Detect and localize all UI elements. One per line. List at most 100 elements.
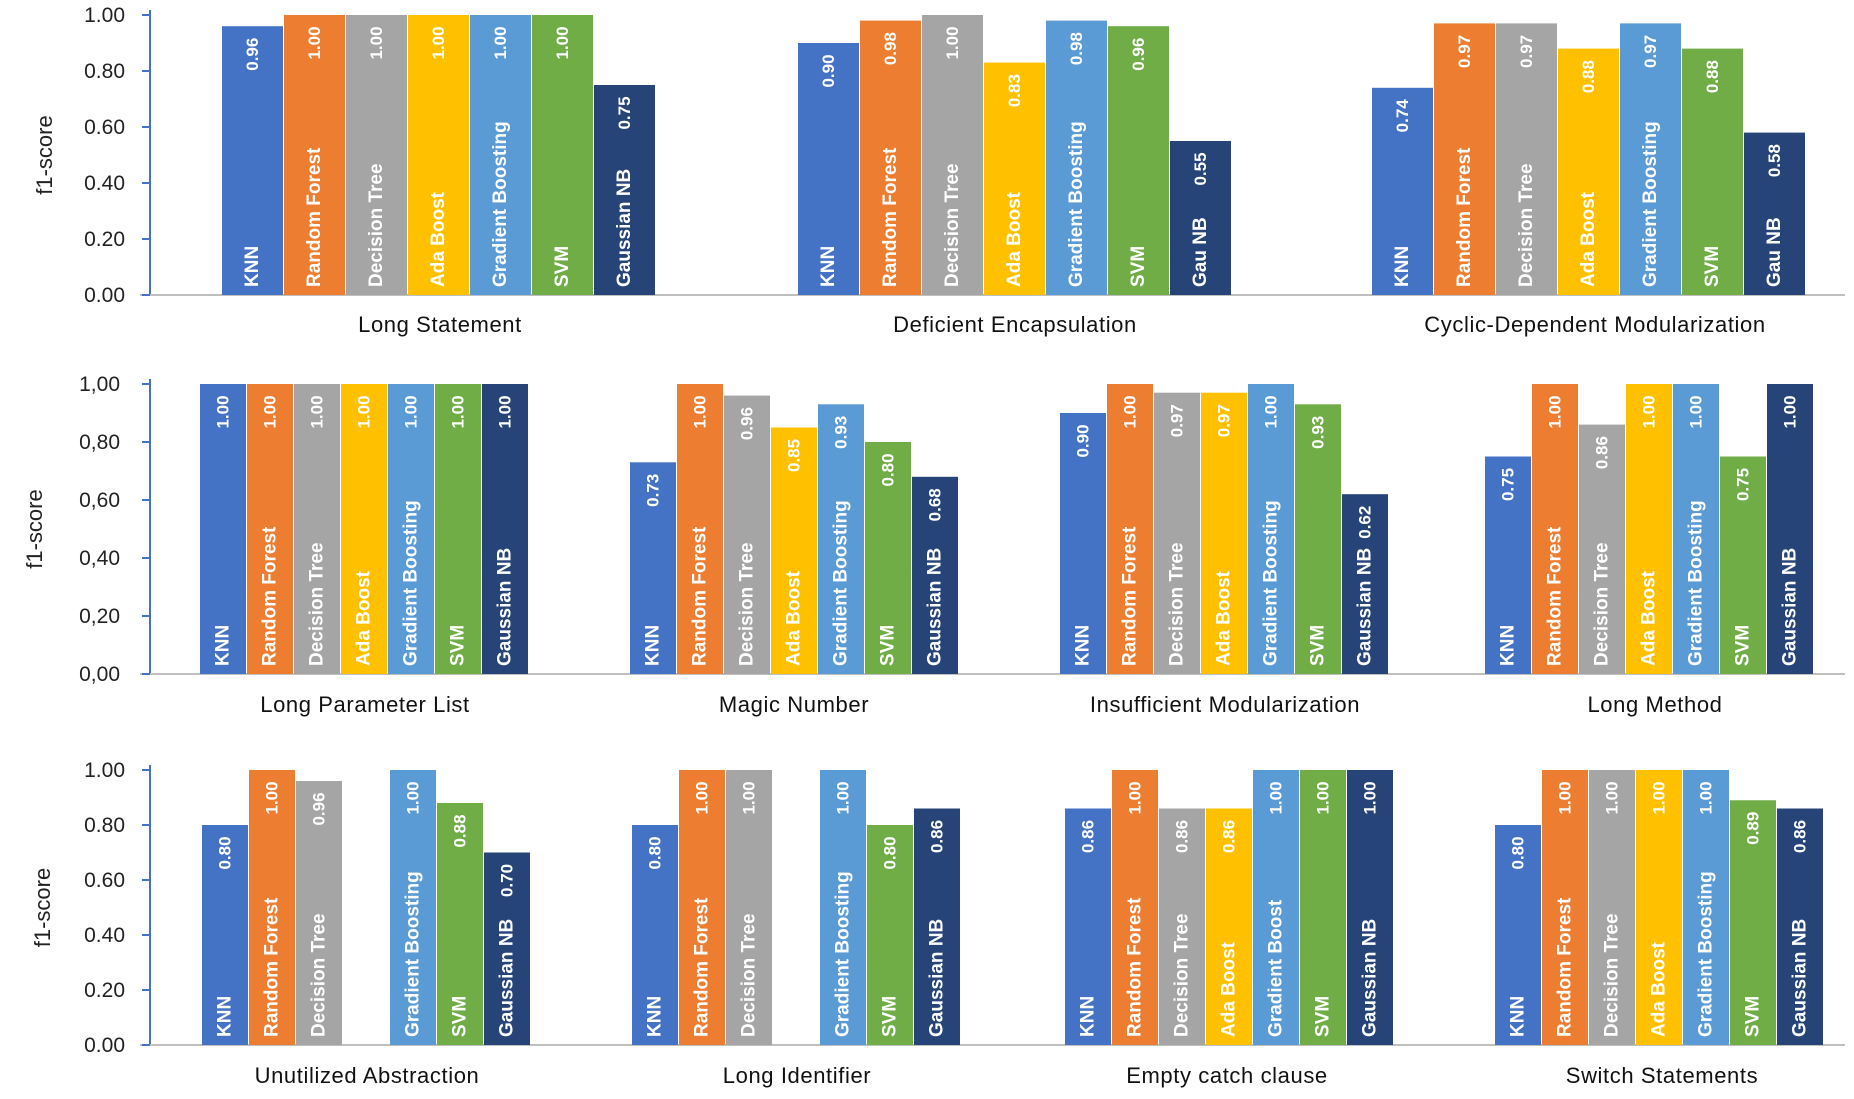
data-label: 0.88 [1579, 60, 1598, 93]
data-label: 0.86 [1220, 820, 1239, 853]
y-tick-label: 1,00 [79, 373, 120, 396]
data-label: 1.00 [1361, 781, 1380, 814]
data-label: 1.00 [943, 26, 962, 59]
series-label: SVM [880, 996, 901, 1037]
bar-empty-catch-clause-ada-boost [1206, 808, 1252, 1045]
bar-switch-statements-decision-tree [1589, 770, 1635, 1045]
data-label: 0.86 [1593, 436, 1612, 469]
series-label: KNN [215, 996, 236, 1037]
series-label: Random Forest [1125, 897, 1146, 1037]
data-label: 1.00 [355, 395, 374, 428]
bar-long-parameter-list-ada-boost [341, 384, 387, 674]
data-label: 1.00 [491, 26, 510, 59]
bar-long-method-gaussian-nb [1767, 384, 1813, 674]
bar-long-method-decision-tree [1579, 424, 1625, 674]
series-label: Gradient Boosting [490, 121, 511, 287]
series-label: Decision Tree [1592, 542, 1613, 666]
y-tick-label: 0.00 [84, 284, 125, 307]
series-label: Gradient Boosting [401, 500, 422, 666]
bar-long-identifier-gaussian-nb [914, 808, 960, 1045]
y-tick-label: 0,40 [79, 547, 120, 570]
bar-magic-number-gradient-boosting [818, 404, 864, 674]
bar-insufficient-modularization-ada-boost [1201, 392, 1247, 674]
data-label: 0.85 [785, 439, 804, 472]
chart-panel-2: 0,00 0,20 0,40 0,60 0,80 1,00 f1-score 1.00 KNN 1… [22, 373, 1845, 717]
series-label: Random Forest [1120, 526, 1141, 666]
data-label: 1.00 [1603, 781, 1622, 814]
category-label: Long Parameter List [260, 692, 470, 717]
bar-long-statement-gradient-boosting [470, 15, 531, 295]
bar-unutilized-abstraction-random-forest [249, 770, 295, 1045]
bar-insufficient-modularization-knn [1060, 413, 1106, 674]
series-label: Random Forest [262, 897, 283, 1037]
y-tick-label: 1.00 [84, 759, 125, 782]
bar-long-parameter-list-knn [200, 384, 246, 674]
bar-deficient-encapsulation-svm [1108, 26, 1169, 295]
bar-switch-statements-random-forest [1542, 770, 1588, 1045]
series-label: Gaussian NB [1790, 919, 1811, 1037]
y-tick-label: 0.60 [84, 869, 125, 892]
bar-insufficient-modularization-decision-tree [1154, 392, 1200, 674]
series-label: KNN [242, 246, 263, 287]
bar-unutilized-abstraction-decision-tree [296, 781, 342, 1045]
data-label: 1.00 [693, 781, 712, 814]
series-label: SVM [450, 996, 471, 1037]
series-label: Gradient Boosting [1261, 500, 1282, 666]
series-label: SVM [1128, 246, 1149, 287]
bar-magic-number-knn [630, 462, 676, 674]
category-label: Long Identifier [723, 1063, 871, 1088]
series-label: SVM [878, 625, 899, 666]
data-label: 0.93 [1309, 416, 1328, 449]
series-label: Decision Tree [1167, 542, 1188, 666]
series-label: Gradient Boosting [1066, 121, 1087, 287]
bar-switch-statements-svm [1730, 800, 1776, 1045]
bar-empty-catch-clause-svm [1300, 770, 1346, 1045]
data-label: 0.89 [1744, 812, 1763, 845]
series-label: Gaussian NB [1355, 548, 1376, 666]
series-label: Gradient Boosting [403, 871, 424, 1037]
bar-long-statement-random-forest [284, 15, 345, 295]
series-label: Gaussian NB [925, 548, 946, 666]
chart-panel-1: 0.00 0.20 0.40 0.60 0.80 1.00 f1-score 0.96 KNN 1… [32, 4, 1845, 337]
series-label: Gradient Boosting [831, 500, 852, 666]
category-label: Long Method [1587, 692, 1722, 717]
data-label: 0.68 [926, 488, 945, 521]
series-label: Ada Boost [1004, 191, 1025, 287]
bar-magic-number-gaussian-nb [912, 476, 958, 674]
y-tick-label: 0.20 [84, 228, 125, 251]
series-label: Random Forest [1454, 147, 1475, 287]
data-label: 0.75 [1499, 468, 1518, 501]
data-label: 1.00 [1262, 395, 1281, 428]
bar-long-parameter-list-random-forest [247, 384, 293, 674]
bar-long-parameter-list-gradient-boosting [388, 384, 434, 674]
bar-deficient-encapsulation-ada-boost [984, 62, 1045, 295]
data-label: 0.75 [615, 96, 634, 129]
bar-empty-catch-clause-knn [1065, 808, 1111, 1045]
y-tick-label: 0,00 [79, 663, 120, 686]
series-label: Random Forest [880, 147, 901, 287]
data-label: 0.96 [1129, 38, 1148, 71]
data-label: 1.00 [1556, 781, 1575, 814]
data-label: 1.00 [1640, 395, 1659, 428]
y-tick-label: 0,80 [79, 431, 120, 454]
data-label: 0.86 [1791, 820, 1810, 853]
data-label: 0.98 [881, 32, 900, 65]
data-label: 1.00 [261, 395, 280, 428]
series-label: KNN [1392, 246, 1413, 287]
data-label: 0.93 [832, 416, 851, 449]
y-tick-label: 0.40 [84, 924, 125, 947]
series-label: Decision Tree [739, 913, 760, 1037]
data-label: 1.00 [214, 395, 233, 428]
data-label: 1.00 [449, 395, 468, 428]
series-label: Gau NB [1764, 217, 1785, 287]
category-label: Magic Number [719, 692, 869, 717]
data-label: 1.00 [1781, 395, 1800, 428]
series-label: Gaussian NB [1780, 548, 1801, 666]
series-label: Decision Tree [1602, 913, 1623, 1037]
series-label: Random Forest [690, 526, 711, 666]
series-label: Gaussian NB [497, 919, 518, 1037]
category-label: Unutilized Abstraction [255, 1063, 480, 1088]
data-label: 0.80 [646, 836, 665, 869]
series-label: Ada Boost [1578, 191, 1599, 287]
series-label: SVM [552, 246, 573, 287]
